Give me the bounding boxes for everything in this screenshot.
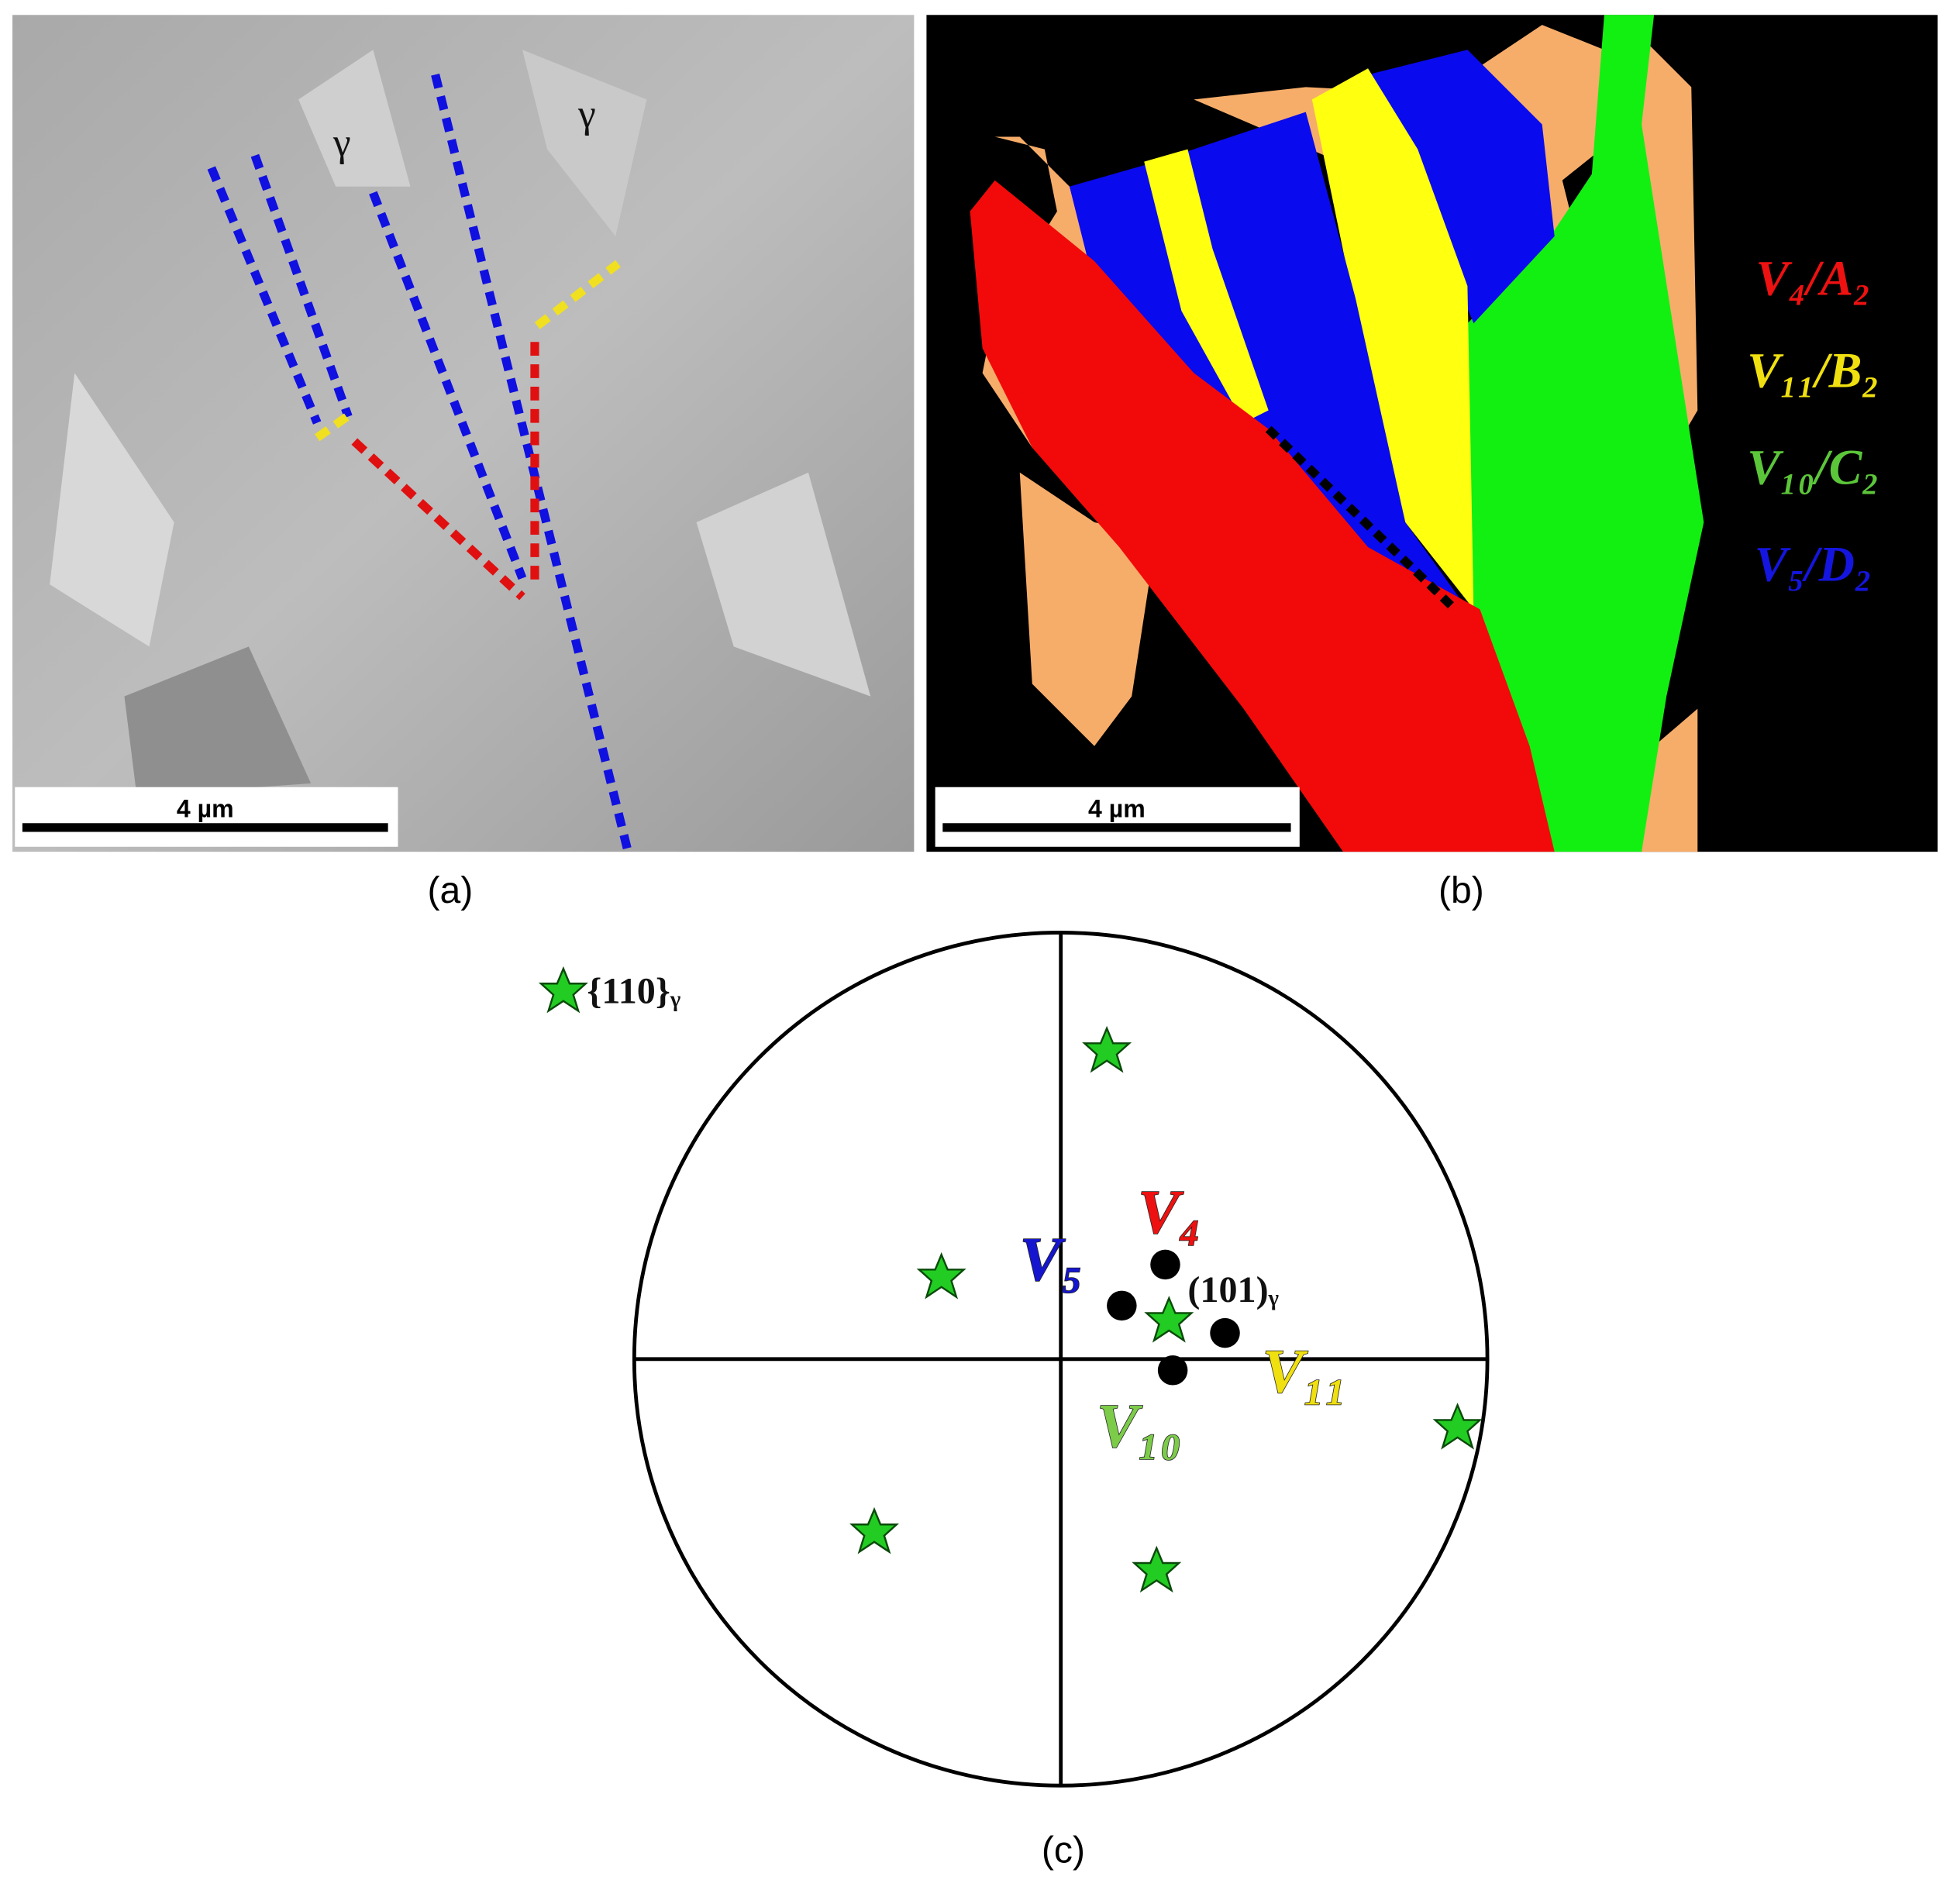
- trace: [314, 410, 353, 442]
- pole-star: [918, 1253, 965, 1298]
- grain: [522, 50, 647, 236]
- panel-a: γ γ 4 µm (a): [12, 15, 915, 911]
- scale-bar: [22, 823, 388, 832]
- pole-star: [1146, 1297, 1193, 1341]
- region-yellow: [1144, 149, 1269, 423]
- grain: [50, 373, 174, 647]
- grain: [124, 646, 312, 796]
- legend-label: V₄/A₂: [1755, 251, 1870, 306]
- panel-b: 4 µm V₄/A₂ V₁₁/B₂ V₁₀/C₂ V₅/D₂ (b): [926, 15, 1938, 911]
- trace: [250, 153, 353, 418]
- scale-bar-label: 4 µm: [1088, 795, 1146, 823]
- grain-label: γ: [577, 92, 596, 136]
- region-green: [1467, 15, 1704, 852]
- region: [1642, 708, 1698, 852]
- legend-label: V₁₁/B₂: [1747, 343, 1879, 398]
- variant-label: V₅: [1020, 1226, 1083, 1294]
- region-red: [970, 180, 1555, 852]
- trace: [534, 260, 621, 329]
- scale-bar-label: 4 µm: [177, 795, 234, 823]
- scale-bar-box: [935, 787, 1300, 847]
- grain: [696, 472, 871, 697]
- caption: (a): [427, 869, 473, 911]
- legend-label: V₁₀/C₂: [1747, 440, 1879, 495]
- variant-label: V₄: [1138, 1179, 1201, 1247]
- panel-c: {110}ᵧ (101)ᵧ V₄ V₅ V₁₀ V₁₁ (c): [539, 931, 1490, 1871]
- variant-pole: [1210, 1317, 1240, 1348]
- trace-lines: [207, 73, 632, 853]
- grain: [298, 50, 411, 187]
- pole-star: [1133, 1547, 1180, 1592]
- legend-label: V₅/D₂: [1755, 537, 1872, 592]
- variant-pole: [1150, 1249, 1180, 1280]
- variant-label: V₁₀: [1097, 1393, 1181, 1461]
- trace: [351, 438, 525, 601]
- pole-star: [1434, 1404, 1481, 1448]
- pole-star: [1084, 1027, 1131, 1072]
- variant-pole: [1107, 1290, 1137, 1321]
- scale-bar: [942, 823, 1291, 832]
- variant-pole: [1157, 1355, 1188, 1386]
- pole-star: [850, 1508, 898, 1553]
- caption: (b): [1438, 869, 1484, 911]
- scale-bar-box: [15, 787, 398, 847]
- variant-label: V₁₁: [1263, 1338, 1347, 1406]
- trace: [369, 191, 527, 580]
- trace: [207, 166, 322, 425]
- legend-label: {110}ᵧ: [587, 971, 680, 1012]
- trace: [1265, 425, 1459, 613]
- legend-star: [539, 967, 587, 1012]
- region-yellow: [1311, 68, 1474, 610]
- region-blue: [1368, 50, 1555, 324]
- caption: (c): [1042, 1830, 1085, 1871]
- pole-label: (101)ᵧ: [1187, 1269, 1279, 1310]
- grain-label: γ: [332, 121, 351, 165]
